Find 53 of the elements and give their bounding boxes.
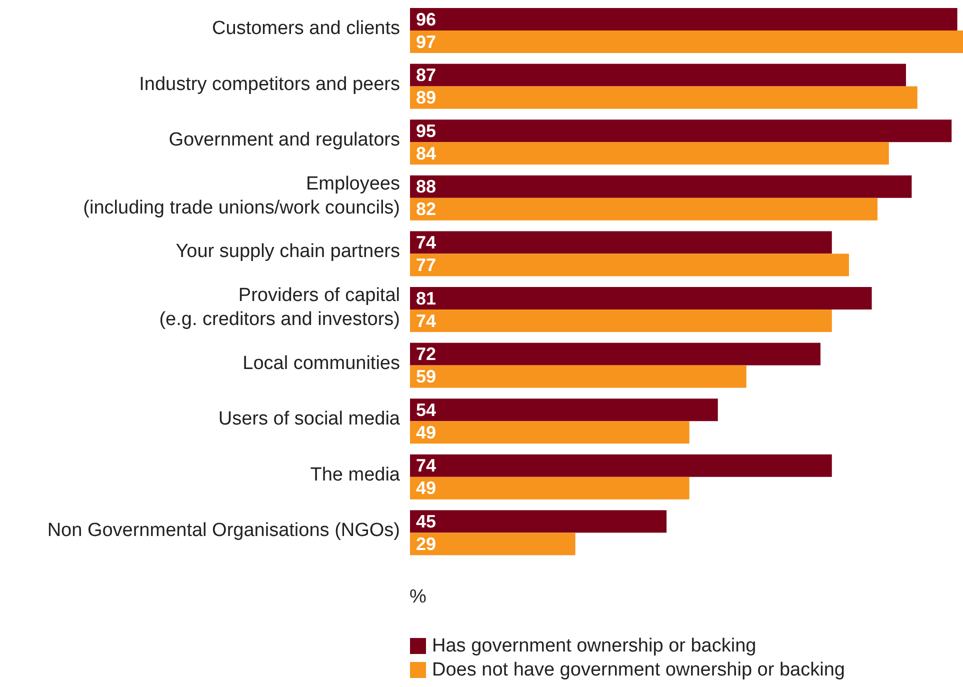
- bar: [410, 287, 872, 310]
- bar: [410, 142, 889, 165]
- data-label: 89: [416, 88, 436, 108]
- data-label: 72: [416, 344, 436, 364]
- bar: [410, 254, 849, 276]
- data-label: 81: [416, 288, 436, 308]
- legend-label: Has government ownership or backing: [432, 636, 756, 656]
- data-label: 49: [416, 422, 436, 442]
- bar: [410, 510, 667, 533]
- data-label: 88: [416, 176, 436, 197]
- data-label: 77: [416, 254, 436, 275]
- bar: [410, 8, 958, 30]
- y-tick-label: Non Governmental Organisations (NGOs): [47, 520, 400, 542]
- bar: [410, 454, 832, 477]
- data-label: 74: [416, 456, 436, 476]
- bar: [410, 476, 690, 500]
- data-label: 95: [416, 120, 436, 141]
- y-tick-label: Government and regulators: [168, 130, 400, 151]
- data-label: 74: [416, 310, 436, 331]
- bar: [410, 86, 918, 109]
- bar: [410, 175, 912, 198]
- bar: [410, 342, 820, 366]
- bar: [410, 120, 952, 142]
- bar: [410, 532, 576, 556]
- bar: [410, 398, 718, 422]
- bar: [410, 30, 963, 53]
- y-tick-label: Employees (including trade unions/work councils): [83, 173, 400, 218]
- y-tick-label: Local communities: [242, 352, 400, 374]
- y-tick-label: Industry competitors and peers: [139, 74, 400, 95]
- y-tick-label: Providers of capital (e.g. creditors and investors): [159, 285, 400, 330]
- bar: [410, 198, 878, 220]
- data-label: 87: [416, 65, 436, 86]
- legend-label: Does not have government ownership or backing: [432, 660, 845, 680]
- data-label: 74: [416, 232, 436, 252]
- data-label: 96: [416, 9, 436, 30]
- bar: [410, 231, 832, 254]
- y-tick-label: Customers and clients: [212, 18, 400, 39]
- data-label: 82: [416, 199, 436, 220]
- data-label: 45: [416, 511, 436, 532]
- data-label: 29: [416, 534, 436, 554]
- x-axis-title: %: [410, 586, 427, 608]
- y-tick-label: Your supply chain partners: [176, 241, 400, 262]
- data-label: 49: [416, 478, 436, 498]
- data-label: 59: [416, 366, 436, 387]
- y-tick-label: The media: [310, 464, 400, 486]
- bar: [410, 64, 906, 86]
- data-label: 54: [416, 400, 436, 420]
- y-tick-label: Users of social media: [218, 408, 400, 430]
- data-label: 84: [416, 143, 436, 164]
- bar: [410, 310, 832, 332]
- bar: [410, 421, 690, 444]
- bar: [410, 365, 746, 388]
- data-label: 97: [416, 32, 436, 52]
